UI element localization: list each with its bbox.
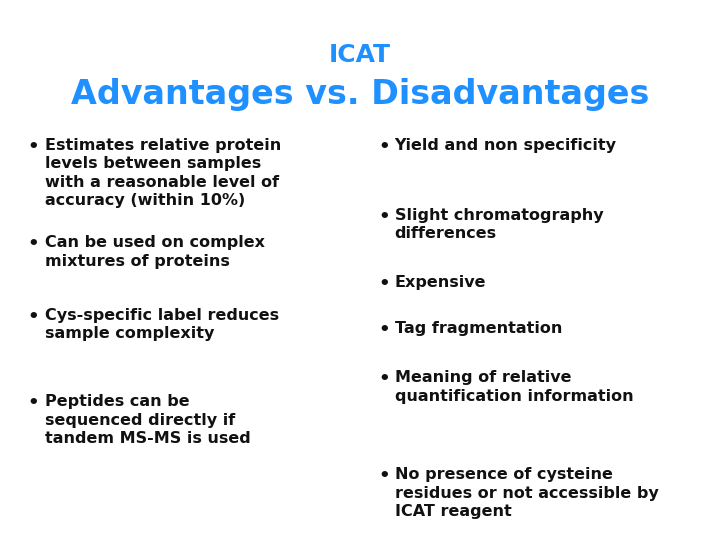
Text: Slight chromatography
differences: Slight chromatography differences — [395, 208, 603, 241]
Text: •: • — [27, 235, 39, 253]
Text: Advantages vs. Disadvantages: Advantages vs. Disadvantages — [71, 78, 649, 111]
Text: Tag fragmentation: Tag fragmentation — [395, 321, 562, 336]
Text: Yield and non specificity: Yield and non specificity — [395, 138, 616, 153]
Text: •: • — [27, 308, 39, 326]
Text: Peptides can be
sequenced directly if
tandem MS-MS is used: Peptides can be sequenced directly if ta… — [45, 394, 251, 447]
Text: Cys-specific label reduces
sample complexity: Cys-specific label reduces sample comple… — [45, 308, 279, 341]
Text: •: • — [378, 208, 390, 226]
Text: •: • — [378, 275, 390, 293]
Text: •: • — [378, 467, 390, 485]
Text: •: • — [27, 394, 39, 412]
Text: Expensive: Expensive — [395, 275, 486, 291]
Text: No presence of cysteine
residues or not accessible by
ICAT reagent: No presence of cysteine residues or not … — [395, 467, 658, 519]
Text: Meaning of relative
quantification information: Meaning of relative quantification infor… — [395, 370, 633, 403]
Text: •: • — [378, 138, 390, 156]
Text: Estimates relative protein
levels between samples
with a reasonable level of
acc: Estimates relative protein levels betwee… — [45, 138, 281, 208]
Text: Can be used on complex
mixtures of proteins: Can be used on complex mixtures of prote… — [45, 235, 265, 268]
Text: ICAT: ICAT — [329, 43, 391, 67]
Text: •: • — [378, 370, 390, 388]
Text: •: • — [378, 321, 390, 339]
Text: •: • — [27, 138, 39, 156]
